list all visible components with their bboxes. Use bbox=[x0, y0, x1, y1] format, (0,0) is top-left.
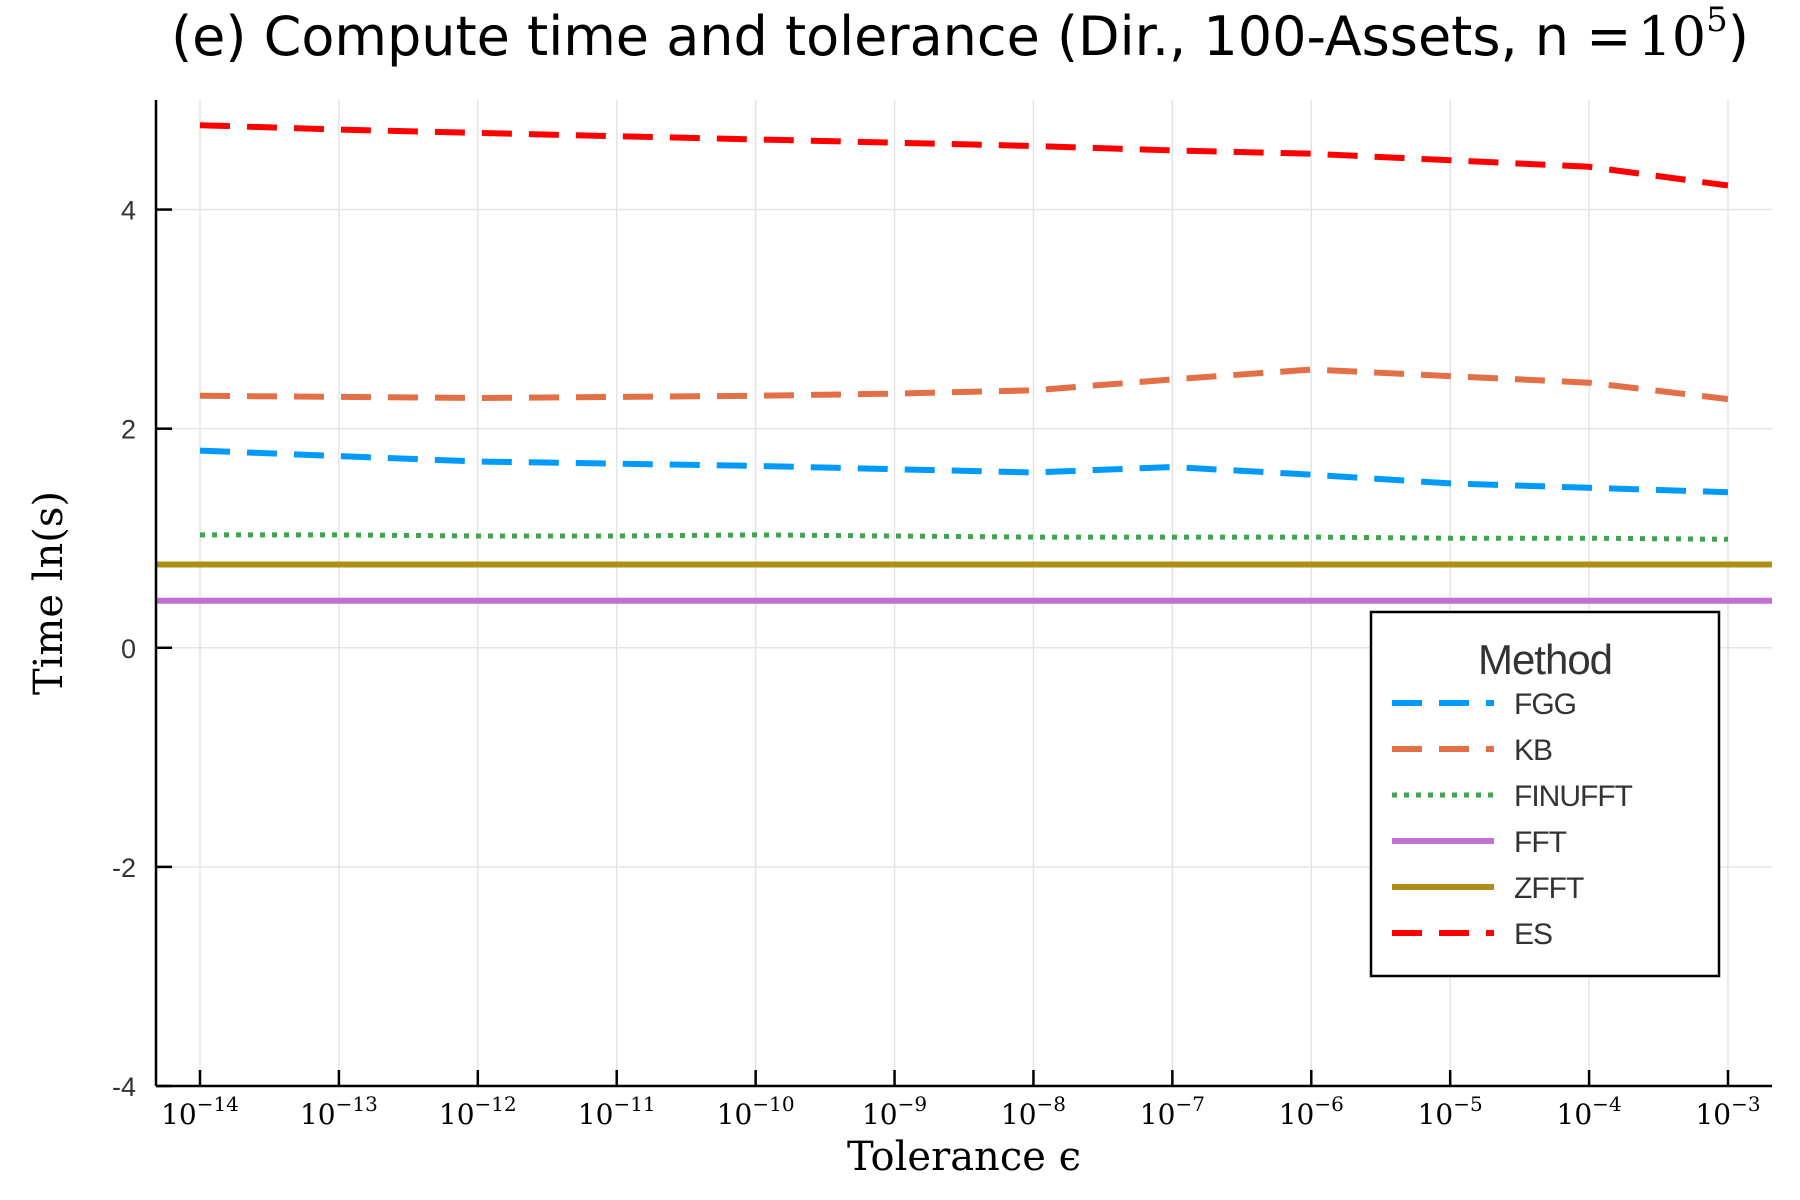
x-tick-exponent: −9 bbox=[898, 1092, 927, 1116]
y-tick-label: -4 bbox=[112, 1072, 136, 1102]
x-tick-exponent: −10 bbox=[752, 1092, 794, 1116]
x-tick-base: 10 bbox=[439, 1098, 475, 1131]
x-tick-base: 10 bbox=[1279, 1098, 1315, 1131]
x-tick-label: 10−8 bbox=[1001, 1092, 1066, 1131]
x-tick-exponent: −14 bbox=[197, 1092, 239, 1116]
series-group bbox=[156, 122, 1772, 604]
x-tick-base: 10 bbox=[1001, 1098, 1037, 1131]
legend-label-kb: KB bbox=[1514, 734, 1552, 767]
x-tick-base: 10 bbox=[862, 1098, 898, 1131]
chart-title-close: ) bbox=[1728, 5, 1749, 68]
x-tick-base: 10 bbox=[717, 1098, 753, 1131]
legend-label-es: ES bbox=[1514, 918, 1552, 951]
x-tick-label: 10−6 bbox=[1279, 1092, 1344, 1131]
x-axis-label: Tolerance ϵ bbox=[847, 1134, 1081, 1180]
legend-label-zfft: ZFFT bbox=[1514, 872, 1584, 905]
y-tick-label: 4 bbox=[121, 196, 136, 226]
chart-title-base: 10 bbox=[1637, 5, 1706, 68]
x-tick-base: 10 bbox=[1140, 1098, 1176, 1131]
legend-items: FGG KB FINUFFT FFT ZFFT ES bbox=[1392, 688, 1634, 951]
axes bbox=[154, 100, 1772, 1088]
x-tick-exponent: −13 bbox=[336, 1092, 378, 1116]
legend-label-finufft: FINUFFT bbox=[1514, 780, 1633, 813]
y-axis-label: Time ln(s) bbox=[26, 491, 72, 695]
legend-label-fft: FFT bbox=[1514, 826, 1567, 859]
x-tick-base: 10 bbox=[1418, 1098, 1454, 1131]
x-tick-exponent: −6 bbox=[1314, 1092, 1343, 1116]
x-tick-exponent: −11 bbox=[613, 1092, 655, 1116]
x-tick-label: 10−14 bbox=[161, 1092, 239, 1131]
x-tick-label: 10−11 bbox=[578, 1092, 656, 1131]
x-tick-label: 10−3 bbox=[1695, 1092, 1760, 1131]
x-tick-exponent: −4 bbox=[1592, 1092, 1621, 1116]
x-tick-base: 10 bbox=[300, 1098, 336, 1131]
y-tick-label: 0 bbox=[121, 634, 136, 664]
chart-title: (e) Compute time and tolerance (Dir., 10… bbox=[171, 0, 1749, 68]
legend: Method FGG KB FINUFFT FFT ZFFT ES bbox=[1369, 610, 1721, 978]
x-tick-label: 10−4 bbox=[1557, 1092, 1622, 1131]
x-tick-exponent: −12 bbox=[475, 1092, 517, 1116]
y-tick-label: -2 bbox=[112, 853, 136, 883]
x-tick-label: 10−9 bbox=[862, 1092, 927, 1131]
x-tick-label: 10−12 bbox=[439, 1092, 517, 1131]
chart-title-exponent: 5 bbox=[1706, 0, 1728, 40]
x-tick-label: 10−10 bbox=[717, 1092, 795, 1131]
y-tick-label: 2 bbox=[121, 415, 136, 445]
series-line-es bbox=[199, 122, 1729, 189]
x-tick-label: 10−5 bbox=[1418, 1092, 1483, 1131]
x-tick-base: 10 bbox=[578, 1098, 614, 1131]
series-line-fgg bbox=[199, 447, 1729, 496]
x-tick-exponent: −7 bbox=[1175, 1092, 1204, 1116]
x-tick-base: 10 bbox=[161, 1098, 197, 1131]
x-tick-exponent: −3 bbox=[1731, 1092, 1760, 1116]
series-line-kb bbox=[199, 366, 1729, 403]
x-ticks: 10−14 10−13 10−12 10−11 10−10 10−9 10−8 10−7 10−… bbox=[161, 1070, 1761, 1131]
series-line-finufft bbox=[200, 532, 1729, 542]
y-ticks: 4 2 0 -2 -4 bbox=[112, 196, 172, 1102]
legend-label-fgg: FGG bbox=[1514, 688, 1576, 721]
x-tick-base: 10 bbox=[1695, 1098, 1731, 1131]
chart-title-main: (e) Compute time and tolerance (Dir., 10… bbox=[171, 5, 1631, 68]
x-tick-label: 10−13 bbox=[300, 1092, 378, 1131]
x-tick-exponent: −5 bbox=[1453, 1092, 1482, 1116]
x-tick-base: 10 bbox=[1557, 1098, 1593, 1131]
legend-title: Method bbox=[1478, 636, 1612, 683]
x-tick-label: 10−7 bbox=[1140, 1092, 1205, 1131]
x-tick-exponent: −8 bbox=[1037, 1092, 1066, 1116]
